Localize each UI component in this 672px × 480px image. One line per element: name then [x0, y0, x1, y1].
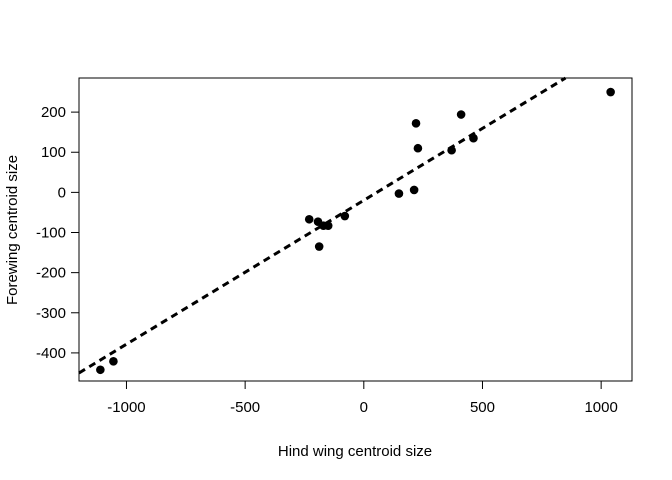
- data-point: [314, 242, 324, 251]
- data-point: [304, 214, 314, 224]
- y-tick-label: 100: [41, 144, 66, 161]
- data-point: [456, 110, 466, 119]
- y-axis: -400 -300 -200 -100 0 100 200: [36, 104, 80, 362]
- data-point: [340, 211, 350, 221]
- data-point: [469, 133, 478, 143]
- fit-line-layer: [78, 76, 567, 375]
- data-point: [606, 87, 615, 97]
- data-point: [394, 189, 404, 198]
- points-layer: [96, 87, 615, 375]
- data-point: [409, 185, 419, 195]
- y-tick-label: 200: [41, 104, 66, 121]
- y-tick-label: 0: [58, 184, 66, 201]
- x-axis: -1000 -500 0 500 1000: [107, 380, 618, 416]
- data-point: [109, 357, 118, 366]
- x-tick-label: -500: [230, 399, 260, 416]
- x-tick-label: 500: [470, 399, 495, 416]
- plot-frame: [78, 77, 633, 382]
- y-tick-label: -200: [36, 265, 66, 282]
- x-tick-label: 0: [360, 399, 368, 416]
- data-point: [413, 143, 423, 153]
- x-axis-title: Hind wing centroid size: [278, 443, 432, 460]
- y-axis-title: Forewing centroid size: [4, 155, 21, 305]
- x-tick-label: 1000: [584, 399, 617, 416]
- y-tick-label: -100: [36, 225, 66, 242]
- y-tick-label: -400: [36, 345, 66, 362]
- data-point: [447, 145, 456, 155]
- y-tick-label: -300: [36, 305, 66, 322]
- x-tick-label: -1000: [107, 399, 145, 416]
- data-point: [323, 221, 333, 230]
- data-point: [411, 119, 421, 128]
- fit-line: [78, 76, 567, 375]
- data-point: [96, 365, 105, 375]
